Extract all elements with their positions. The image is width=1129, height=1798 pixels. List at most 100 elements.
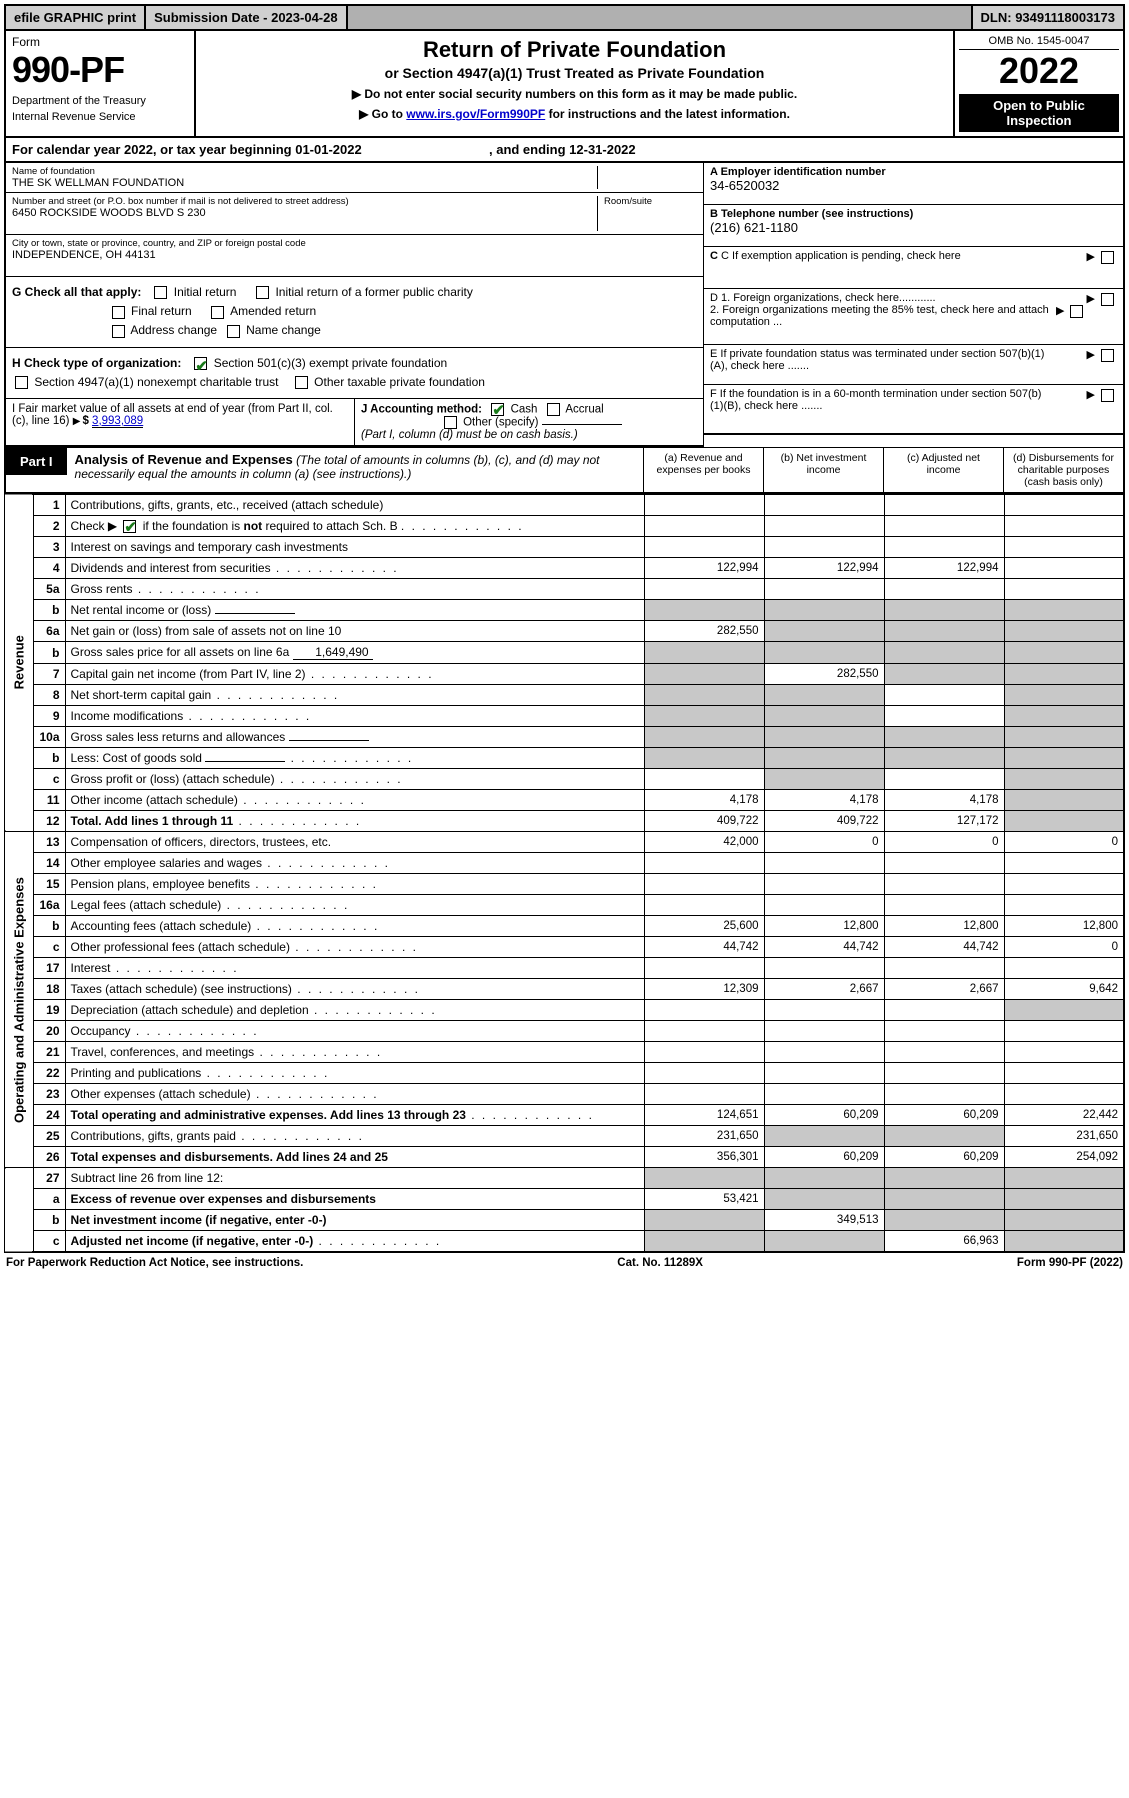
amount-cell bbox=[884, 769, 1004, 790]
i-j-row: I Fair market value of all assets at end… bbox=[6, 399, 703, 447]
fmv-link[interactable]: 3,993,089 bbox=[92, 415, 143, 428]
line-number: 9 bbox=[33, 706, 65, 727]
line-description: Total expenses and disbursements. Add li… bbox=[65, 1147, 644, 1168]
cb-status-terminated[interactable] bbox=[1101, 349, 1114, 362]
amount-cell bbox=[1004, 958, 1124, 979]
cb-name-change[interactable] bbox=[227, 325, 240, 338]
table-row: 2Check ▶ if the foundation is not requir… bbox=[5, 515, 1124, 536]
line-number: 2 bbox=[33, 515, 65, 536]
amount-cell bbox=[884, 1042, 1004, 1063]
amount-cell bbox=[644, 1042, 764, 1063]
line-number: 17 bbox=[33, 958, 65, 979]
table-row: 21Travel, conferences, and meetings bbox=[5, 1042, 1124, 1063]
amount-cell: 4,178 bbox=[764, 790, 884, 811]
amount-cell bbox=[1004, 853, 1124, 874]
amount-cell bbox=[1004, 1000, 1124, 1021]
amount-cell bbox=[644, 1063, 764, 1084]
table-row: 19Depreciation (attach schedule) and dep… bbox=[5, 1000, 1124, 1021]
line-description: Accounting fees (attach schedule) bbox=[65, 916, 644, 937]
cb-cash[interactable] bbox=[491, 403, 504, 416]
amount-cell bbox=[1004, 790, 1124, 811]
cb-4947a1[interactable] bbox=[15, 376, 28, 389]
form-header-left: Form 990-PF Department of the Treasury I… bbox=[6, 31, 196, 136]
line-description: Contributions, gifts, grants paid bbox=[65, 1126, 644, 1147]
cb-final-return[interactable] bbox=[112, 306, 125, 319]
cb-exemption-pending[interactable] bbox=[1101, 251, 1114, 264]
cb-other-taxable[interactable] bbox=[295, 376, 308, 389]
g-check-row: G Check all that apply: Initial return I… bbox=[6, 277, 703, 348]
line-number: 25 bbox=[33, 1126, 65, 1147]
amount-cell bbox=[644, 1210, 764, 1231]
line-number: 1 bbox=[33, 494, 65, 515]
amount-cell bbox=[1004, 706, 1124, 727]
cb-other-method[interactable] bbox=[444, 416, 457, 429]
table-row: 23Other expenses (attach schedule) bbox=[5, 1084, 1124, 1105]
efile-print-tag: efile GRAPHIC print bbox=[6, 6, 144, 29]
cb-initial-return-former[interactable] bbox=[256, 286, 269, 299]
table-row: cOther professional fees (attach schedul… bbox=[5, 937, 1124, 958]
line-description: Interest on savings and temporary cash i… bbox=[65, 537, 644, 558]
line-description: Capital gain net income (from Part IV, l… bbox=[65, 664, 644, 685]
cb-foreign-85[interactable] bbox=[1070, 305, 1083, 318]
form-note-1: ▶ Do not enter social security numbers o… bbox=[206, 87, 943, 101]
cb-60month[interactable] bbox=[1101, 389, 1114, 402]
line-number: 23 bbox=[33, 1084, 65, 1105]
table-row: 26Total expenses and disbursements. Add … bbox=[5, 1147, 1124, 1168]
amount-cell: 0 bbox=[764, 832, 884, 853]
line-number: b bbox=[33, 600, 65, 621]
amount-cell bbox=[884, 853, 1004, 874]
amount-cell bbox=[1004, 685, 1124, 706]
amount-cell bbox=[884, 706, 1004, 727]
dept-treasury: Department of the Treasury bbox=[12, 95, 188, 107]
amount-cell bbox=[644, 664, 764, 685]
amount-cell: 127,172 bbox=[884, 811, 1004, 832]
amount-cell bbox=[1004, 558, 1124, 579]
line-number: 16a bbox=[33, 895, 65, 916]
topbar-spacer bbox=[348, 6, 971, 29]
amount-cell: 2,667 bbox=[764, 979, 884, 1000]
line-description: Net investment income (if negative, ente… bbox=[65, 1210, 644, 1231]
table-row: bGross sales price for all assets on lin… bbox=[5, 642, 1124, 664]
amount-cell: 122,994 bbox=[764, 558, 884, 579]
amount-cell bbox=[1004, 537, 1124, 558]
col-c-header: (c) Adjusted net income bbox=[883, 448, 1003, 492]
line-description: Total operating and administrative expen… bbox=[65, 1105, 644, 1126]
irs-label: Internal Revenue Service bbox=[12, 111, 188, 123]
amount-cell bbox=[764, 642, 884, 664]
amount-cell bbox=[1004, 600, 1124, 621]
amount-cell bbox=[884, 1189, 1004, 1210]
amount-cell bbox=[1004, 579, 1124, 600]
amount-cell bbox=[764, 1021, 884, 1042]
amount-cell bbox=[1004, 621, 1124, 642]
cb-amended-return[interactable] bbox=[211, 306, 224, 319]
line-description: Adjusted net income (if negative, enter … bbox=[65, 1231, 644, 1253]
amount-cell: 44,742 bbox=[884, 937, 1004, 958]
amount-cell: 282,550 bbox=[764, 664, 884, 685]
table-row: 6aNet gain or (loss) from sale of assets… bbox=[5, 621, 1124, 642]
amount-cell: 349,513 bbox=[764, 1210, 884, 1231]
amount-cell bbox=[1004, 1063, 1124, 1084]
amount-cell bbox=[644, 1000, 764, 1021]
amount-cell bbox=[644, 685, 764, 706]
irs-link[interactable]: www.irs.gov/Form990PF bbox=[406, 107, 545, 121]
line-number: 8 bbox=[33, 685, 65, 706]
cb-accrual[interactable] bbox=[547, 403, 560, 416]
line-description: Net gain or (loss) from sale of assets n… bbox=[65, 621, 644, 642]
amount-cell bbox=[1004, 1084, 1124, 1105]
amount-cell bbox=[884, 1168, 1004, 1189]
amount-cell bbox=[764, 874, 884, 895]
amount-cell: 0 bbox=[1004, 832, 1124, 853]
table-row: cGross profit or (loss) (attach schedule… bbox=[5, 769, 1124, 790]
cb-initial-return[interactable] bbox=[154, 286, 167, 299]
amount-cell: 4,178 bbox=[644, 790, 764, 811]
amount-cell bbox=[644, 958, 764, 979]
col-b-header: (b) Net investment income bbox=[763, 448, 883, 492]
table-row: 14Other employee salaries and wages bbox=[5, 853, 1124, 874]
cb-501c3[interactable] bbox=[194, 357, 207, 370]
line-number: b bbox=[33, 1210, 65, 1231]
amount-cell bbox=[764, 1042, 884, 1063]
amount-cell bbox=[884, 494, 1004, 515]
cb-foreign-org[interactable] bbox=[1101, 293, 1114, 306]
cb-address-change[interactable] bbox=[112, 325, 125, 338]
amount-cell bbox=[764, 621, 884, 642]
